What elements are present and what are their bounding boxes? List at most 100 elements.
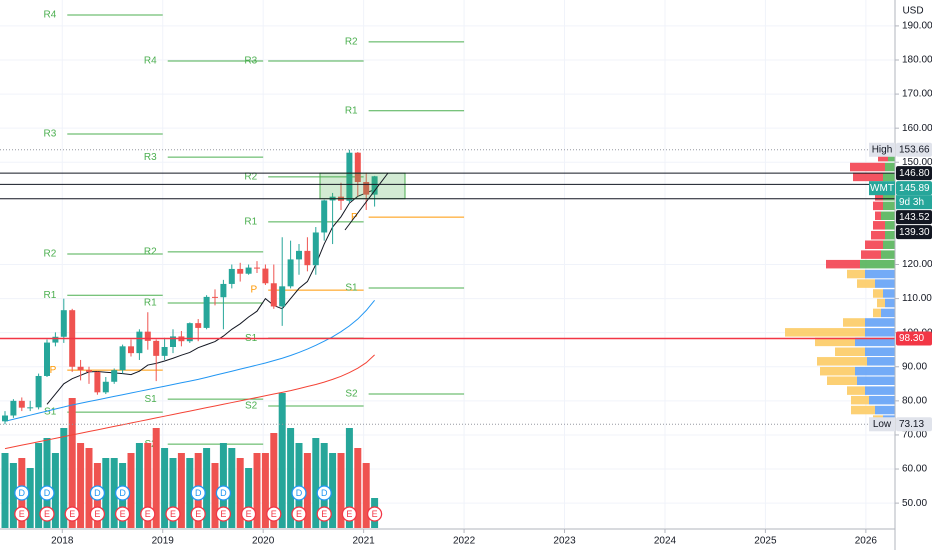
event-label: D [321,488,328,498]
candle-body [304,250,311,266]
pivot-label: R2 [43,249,56,260]
event-label: E [321,509,327,519]
event-label: D [94,488,101,498]
volume-bar [102,458,110,528]
volume-bar [329,453,337,528]
pivot-label: R3 [144,152,157,163]
volume-bar [85,448,93,528]
profile-down [873,201,883,211]
event-marker [316,485,332,501]
profile-down [873,221,885,230]
price-tag-value: 139.30 [899,227,930,238]
price-tag [896,417,932,432]
profile-up [885,162,895,172]
x-tick-label: 2018 [51,536,74,547]
volume-bar [51,453,59,528]
candle-body [346,152,353,201]
pivot-label: S2 [345,389,358,400]
candle-body [254,267,260,269]
volume-bar [345,428,353,528]
price-tag [896,166,932,181]
volume-bar [9,463,17,528]
volume-bar [1,453,9,528]
volume-bar [135,443,143,528]
pivot-label: R3 [244,56,257,67]
profile-down [850,162,885,172]
volume-bar [211,463,219,528]
pivot-label: R1 [244,217,257,228]
volume-bar [362,463,370,528]
y-tick-label: 180.00 [902,55,932,66]
candle-body [203,296,210,328]
candle-body [10,400,17,416]
profile-up [885,230,895,240]
volume-bar [228,448,236,528]
profile-down [847,269,865,279]
candle-body [287,259,294,287]
price-tag-value: 143.52 [899,212,930,223]
event-marker [215,506,232,522]
profile-up [855,366,895,376]
pivot-label: R2 [345,37,358,48]
candle-body [77,366,84,371]
event-marker [190,506,206,522]
candle-body [136,331,143,354]
profile-down [820,366,855,376]
volume-bar [26,468,34,528]
event-label: E [296,509,302,519]
profile-down [815,337,855,347]
profile-up [885,298,895,308]
price-tag-name: Low [873,419,892,430]
x-tick-label: 2023 [553,536,576,547]
volume-bar [127,453,135,528]
x-tick-label: 2024 [654,536,677,547]
event-marker [240,506,257,522]
countdown-bg [896,195,932,210]
candle-body [279,286,286,307]
event-marker [215,485,232,501]
profile-down [857,279,875,288]
volume-bar [177,453,185,528]
volume-bar [261,453,269,528]
y-tick-label: 60.00 [902,464,927,475]
event-marker [14,485,30,501]
volume-bar [60,428,68,528]
volume-bar [303,453,311,528]
y-tick-label: 160.00 [902,123,932,134]
y-tick-label: 150.00 [902,157,932,168]
candle-body [237,268,244,274]
price-tag-value: 153.66 [899,144,930,155]
candle-body [321,200,328,233]
pivot-label: P [50,365,57,376]
candle-body [52,336,59,343]
volume-bar [169,458,177,528]
event-marker [291,485,307,501]
candle-body [363,182,370,195]
candle-body [128,346,134,354]
event-label: E [44,509,50,519]
x-tick-label: 2025 [754,536,777,547]
event-marker [14,506,30,522]
event-label: D [44,488,51,498]
profile-up [865,318,895,327]
volume-bar [144,443,152,528]
candle-body [296,250,302,260]
candle-body [35,375,42,408]
moving-average [4,354,375,450]
candle-body [312,232,319,266]
volume-bar [203,448,211,528]
y-tick-label: 50.00 [902,498,927,509]
pivot-label: S1 [345,283,358,294]
y-tick-label: 70.00 [902,430,927,441]
candle-body [186,323,193,342]
volume-bar [77,443,85,528]
volume-bar [43,438,51,528]
event-label: E [170,509,176,519]
profile-down [878,152,888,162]
y-tick-label: 80.00 [902,395,927,406]
x-tick-label: 2022 [453,536,476,547]
event-label: D [195,488,202,498]
x-tick-label: 2019 [152,536,175,547]
event-label: E [271,509,277,519]
price-tag [896,331,932,346]
